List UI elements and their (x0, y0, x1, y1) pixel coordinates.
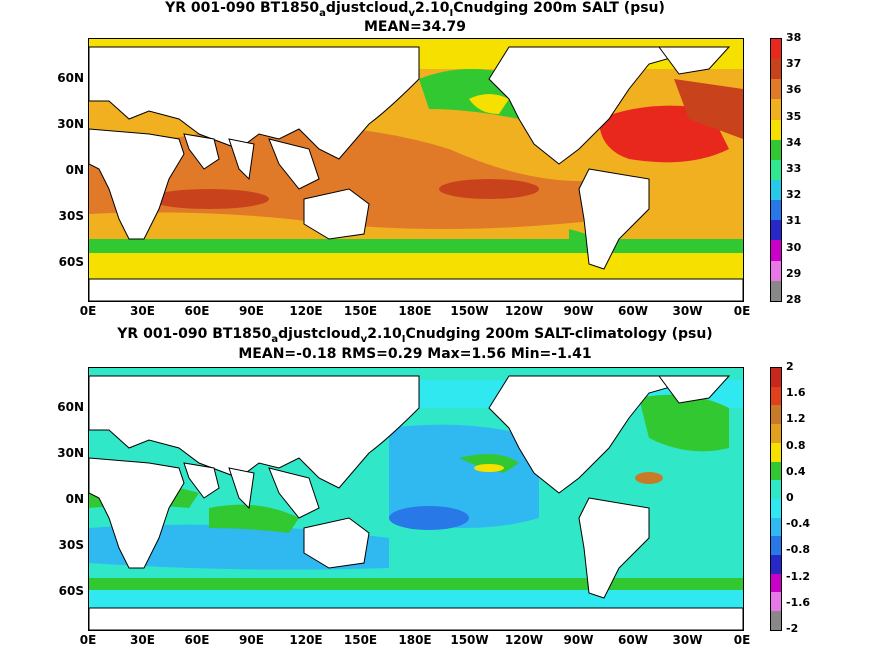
colorbar-swatch (771, 240, 781, 261)
lat-label: 60N (57, 400, 84, 414)
lat-label: 60N (57, 71, 84, 85)
lon-label: 60E (184, 633, 210, 647)
colorbar-swatch (771, 59, 781, 80)
lat-label: 30S (58, 538, 84, 552)
colorbar-swatch (771, 159, 781, 180)
salinity-anomaly-map (88, 367, 744, 631)
lon-label: 0E (733, 633, 751, 647)
colorbar-swatch (771, 220, 781, 241)
colorbar (770, 367, 782, 631)
panel1-stats: MEAN=34.79 (363, 19, 467, 35)
lat-label: 60S (58, 255, 84, 269)
lon-label: 180E (398, 633, 432, 647)
lon-label: 60E (184, 304, 210, 318)
colorbar-label: -1.6 (786, 595, 811, 609)
colorbar-swatch (771, 517, 781, 537)
colorbar-swatch (771, 368, 781, 387)
lon-label: 0E (733, 304, 751, 318)
colorbar-swatch (771, 498, 781, 518)
lon-label: 90E (239, 304, 264, 318)
lat-label: 30S (58, 209, 84, 223)
colorbar-label: 35 (786, 109, 802, 123)
colorbar-swatch (771, 39, 781, 60)
lon-label: 150E (343, 304, 378, 318)
lon-label: 60W (618, 304, 648, 318)
colorbar-swatch (771, 179, 781, 201)
lat-label: 30N (57, 117, 84, 131)
lon-label: 30W (672, 633, 703, 647)
panel2-stats: MEAN=-0.18 RMS=0.29 Max=1.56 Min=-1.41 (238, 346, 592, 362)
colorbar-swatch (771, 386, 781, 406)
lat-label: 30N (57, 446, 84, 460)
colorbar-swatch (771, 280, 781, 301)
lat-label: 60S (58, 584, 84, 598)
lon-label: 120W (504, 633, 544, 647)
colorbar-label: -1.2 (786, 569, 811, 583)
lon-label: 120E (289, 633, 323, 647)
panel1-title: YR 001-090 BT1850adjustcloudv2.10ICnudgi… (165, 0, 665, 19)
colorbar-label: -0.4 (786, 517, 811, 531)
colorbar-label: 36 (786, 83, 802, 97)
lon-label: 150E (343, 633, 378, 647)
colorbar-label: 31 (786, 214, 802, 228)
colorbar-swatch (771, 260, 781, 281)
colorbar (770, 38, 782, 302)
colorbar-swatch (771, 461, 781, 481)
lon-label: 90E (239, 633, 264, 647)
colorbar-label: 29 (786, 266, 802, 280)
colorbar-swatch (771, 424, 781, 443)
colorbar-label: -2 (786, 622, 799, 635)
colorbar-label: 32 (786, 188, 802, 202)
colorbar-label: 28 (786, 293, 802, 306)
lat-label: 0N (65, 163, 84, 177)
colorbar-swatch (771, 99, 781, 120)
colorbar-swatch (771, 139, 781, 160)
colorbar-label: 2 (786, 360, 794, 373)
lon-label: 0E (79, 633, 97, 647)
lon-label: 180E (398, 304, 432, 318)
lon-label: 30W (672, 304, 703, 318)
colorbar-swatch (771, 555, 781, 574)
colorbar-swatch (771, 592, 781, 612)
lon-label: 150W (450, 633, 489, 647)
colorbar-label: -0.8 (786, 543, 811, 557)
lat-label: 0N (65, 492, 84, 506)
colorbar-label: 0 (786, 491, 794, 504)
colorbar-label: 34 (786, 135, 802, 149)
lon-label: 90W (563, 304, 594, 318)
lon-label: 120W (504, 304, 544, 318)
colorbar-swatch (771, 442, 781, 462)
colorbar-label: 33 (786, 162, 802, 175)
colorbar-swatch (771, 119, 781, 140)
lon-label: 90W (563, 633, 594, 647)
colorbar-label: 1.2 (786, 412, 806, 426)
colorbar-swatch (771, 200, 781, 221)
lon-label: 30E (130, 633, 155, 647)
colorbar-label: 30 (786, 240, 802, 254)
colorbar-swatch (771, 611, 781, 630)
lon-label: 120E (289, 304, 323, 318)
colorbar-label: 0.8 (786, 438, 806, 452)
lon-label: 150W (450, 304, 489, 318)
colorbar-label: 37 (786, 57, 802, 71)
lon-label: 0E (79, 304, 97, 318)
colorbar-label: 0.4 (786, 464, 806, 478)
salinity-map (88, 38, 744, 302)
colorbar-label: 38 (786, 31, 802, 44)
colorbar-swatch (771, 536, 781, 556)
colorbar-swatch (771, 405, 781, 425)
colorbar-swatch (771, 573, 781, 593)
panel2-title: YR 001-090 BT1850adjustcloudv2.10ICnudgi… (117, 326, 713, 345)
colorbar-label: 1.6 (786, 386, 806, 400)
colorbar-swatch (771, 480, 781, 499)
colorbar-swatch (771, 79, 781, 100)
lon-label: 60W (618, 633, 648, 647)
lon-label: 30E (130, 304, 155, 318)
